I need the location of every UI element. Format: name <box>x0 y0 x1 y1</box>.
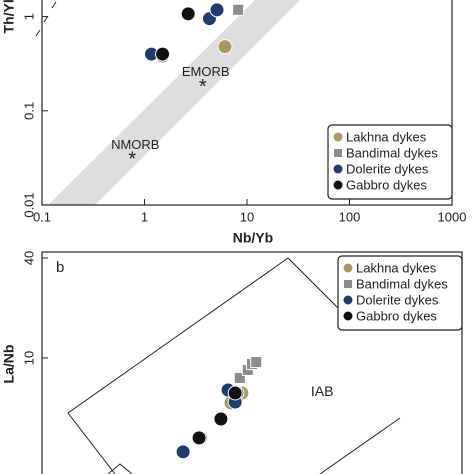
legend-label: Bandimal dykes <box>356 276 448 291</box>
marker <box>333 180 343 190</box>
x-tick-label: 0.1 <box>33 209 51 224</box>
iab-field <box>67 257 353 474</box>
y-tick-label: 40 <box>21 251 36 265</box>
legend-label: Lakhna dykes <box>356 260 437 275</box>
morb-array-band <box>48 0 300 205</box>
field-line <box>319 417 401 474</box>
annotation: NMORB <box>111 137 159 152</box>
y-tick-label: 1 <box>21 13 36 20</box>
marker <box>344 280 352 288</box>
marker <box>175 444 191 460</box>
legend-label: Dolerite dykes <box>346 161 429 176</box>
x-tick-label: 100 <box>339 209 361 224</box>
plot-frame <box>41 251 463 474</box>
marker <box>334 149 342 157</box>
y-tick-label: 0.1 <box>21 102 36 120</box>
y-tick-label: 0.01 <box>21 192 36 217</box>
legend-label: Lakhna dykes <box>346 129 427 144</box>
marker <box>233 371 246 384</box>
marker <box>155 46 171 62</box>
legend-label: Gabbro dykes <box>356 308 437 323</box>
x-axis-title: Nb/Yb <box>233 230 273 246</box>
x-tick-label: 1 <box>141 209 148 224</box>
x-tick-label: 10 <box>240 209 254 224</box>
marker <box>180 6 196 22</box>
legend-box <box>337 255 463 331</box>
annotation: EMORB <box>182 64 230 79</box>
x-tick-label: 1000 <box>438 209 467 224</box>
field-line <box>107 463 133 474</box>
reference-point: * <box>199 76 207 98</box>
marker <box>209 2 225 18</box>
marker <box>191 430 207 446</box>
legend-label: Bandimal dykes <box>346 145 438 160</box>
marker <box>213 411 229 427</box>
marker <box>343 295 353 305</box>
annotation: IAB <box>311 383 334 399</box>
legend-box <box>327 124 453 200</box>
marker <box>227 385 243 401</box>
reference-point: * <box>128 149 136 171</box>
marker <box>343 263 353 273</box>
dashed-line <box>35 1 57 37</box>
y-axis-title: La/Nb <box>1 345 17 384</box>
marker <box>333 132 343 142</box>
marker <box>343 311 353 321</box>
marker <box>250 355 263 368</box>
marker <box>333 164 343 174</box>
panel-label: b <box>56 259 64 276</box>
legend-label: Gabbro dykes <box>346 177 427 192</box>
legend-label: Dolerite dykes <box>356 292 439 307</box>
marker <box>232 3 245 16</box>
marker <box>217 39 233 55</box>
y-tick-label: 10 <box>21 351 36 365</box>
y-axis-title: Th/Yb <box>1 0 17 33</box>
